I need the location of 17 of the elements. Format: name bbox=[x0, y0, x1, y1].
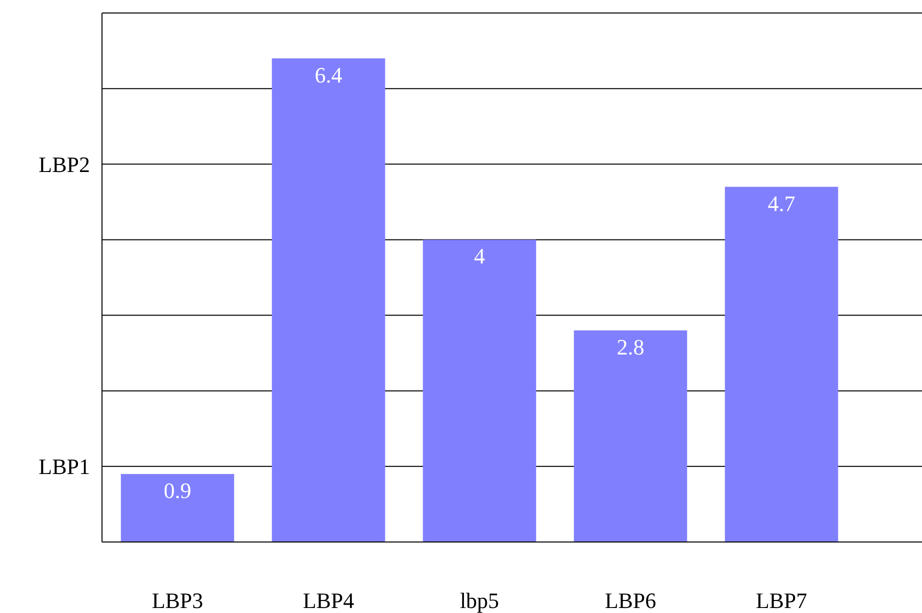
bar bbox=[272, 58, 386, 542]
data-label: 4.7 bbox=[768, 190, 796, 216]
data-label: 6.4 bbox=[314, 62, 342, 88]
x-tick-label: lbp5 bbox=[460, 588, 500, 613]
bar bbox=[724, 186, 838, 542]
bar bbox=[574, 330, 688, 542]
x-tick-label: LBP6 bbox=[604, 588, 656, 613]
bar bbox=[120, 474, 234, 542]
x-tick-label: LBP7 bbox=[756, 588, 808, 613]
x-tick-label: LBP3 bbox=[152, 588, 204, 613]
data-label: 0.9 bbox=[164, 478, 192, 503]
data-label: 4 bbox=[474, 244, 485, 269]
data-label: 2.8 bbox=[616, 334, 644, 360]
bar bbox=[422, 240, 536, 542]
x-tick-label: LBP4 bbox=[302, 588, 354, 613]
ref-line-label: LBP1 bbox=[38, 454, 90, 480]
ref-line-label: LBP2 bbox=[38, 152, 90, 177]
